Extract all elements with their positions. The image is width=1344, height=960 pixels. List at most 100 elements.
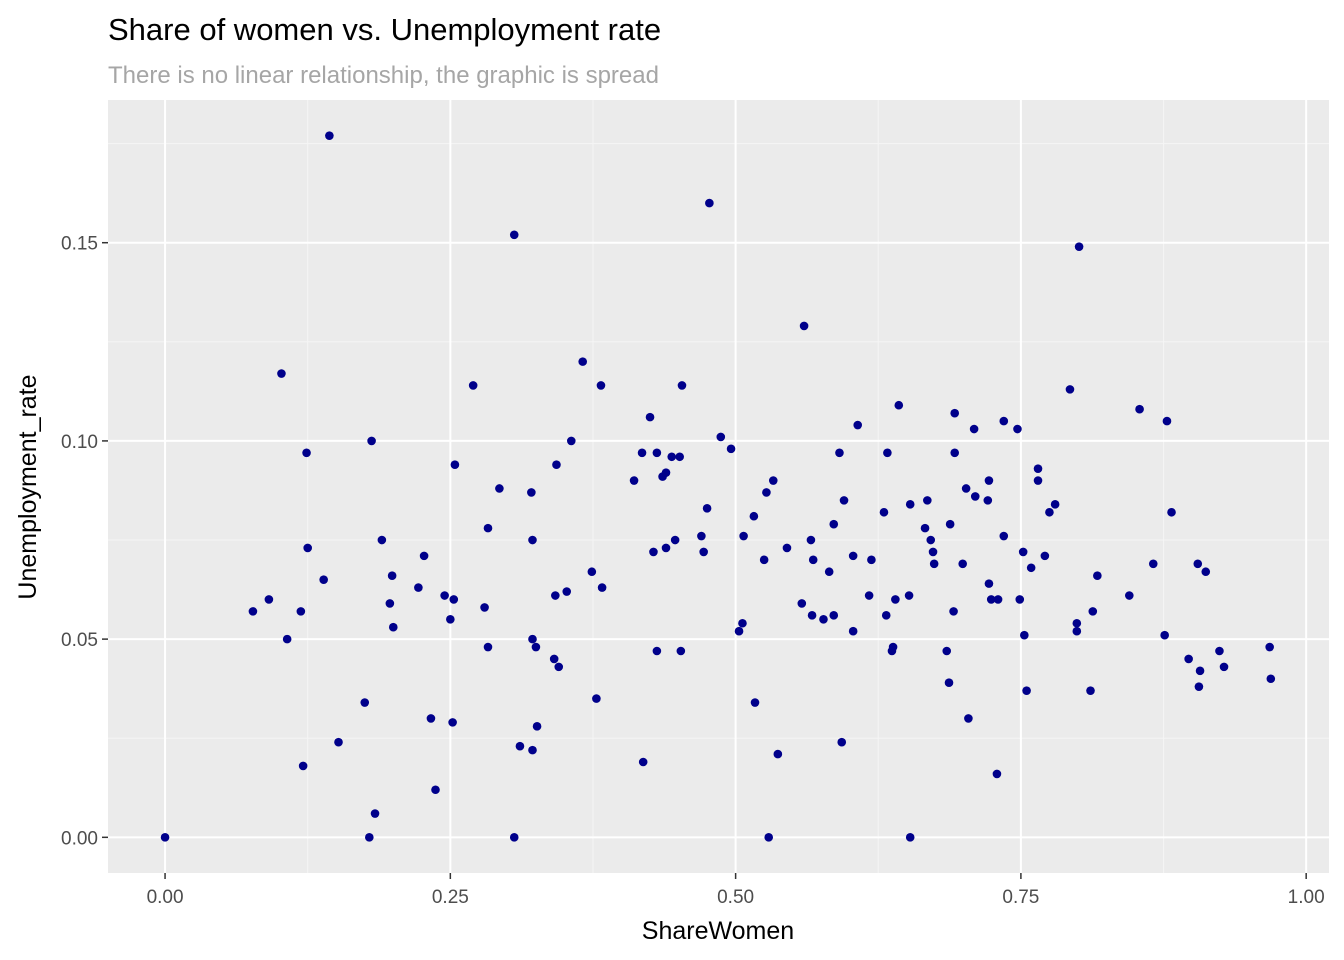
data-point <box>797 599 807 608</box>
data-point <box>509 230 519 240</box>
data-point <box>1013 424 1022 434</box>
data-point <box>819 614 828 624</box>
data-point <box>282 634 292 644</box>
data-point <box>551 591 560 600</box>
data-point <box>1026 563 1036 573</box>
data-point <box>883 448 892 458</box>
data-point <box>302 448 311 458</box>
data-point <box>264 595 274 604</box>
data-point <box>370 809 380 818</box>
data-point <box>762 488 771 497</box>
data-point <box>905 500 915 509</box>
data-point <box>419 551 429 561</box>
data-point <box>1065 385 1075 394</box>
data-point <box>431 785 440 795</box>
data-point <box>414 583 423 592</box>
data-point <box>699 547 708 557</box>
data-point <box>562 587 572 596</box>
data-point <box>806 535 816 545</box>
data-point <box>303 543 312 553</box>
data-point <box>984 579 994 588</box>
data-point <box>495 484 504 493</box>
data-point <box>1215 646 1224 656</box>
data-point <box>1193 559 1203 569</box>
data-point <box>1072 618 1082 628</box>
data-point <box>905 833 915 842</box>
data-point <box>578 357 588 366</box>
data-point <box>532 722 542 731</box>
data-point <box>867 555 876 565</box>
data-point <box>848 551 858 561</box>
grid-minor <box>108 100 1329 873</box>
data-point <box>388 622 398 632</box>
data-point <box>1033 476 1043 485</box>
data-point <box>894 400 904 410</box>
data-point <box>377 535 387 545</box>
data-point <box>1160 630 1169 640</box>
data-point <box>773 749 783 759</box>
data-point <box>1266 674 1276 684</box>
x-tick-label: 0.50 <box>717 887 754 908</box>
data-point <box>1125 591 1134 600</box>
data-point <box>705 198 714 208</box>
data-point <box>923 496 932 505</box>
data-point <box>1086 686 1095 695</box>
data-point <box>891 595 900 604</box>
data-point <box>1219 662 1229 672</box>
data-point <box>999 531 1009 541</box>
data-point <box>738 618 747 628</box>
data-point <box>296 607 306 616</box>
x-tick-label: 0.25 <box>432 887 469 908</box>
data-point <box>986 595 996 604</box>
data-point <box>675 452 685 462</box>
data-point <box>799 321 809 331</box>
data-point <box>638 757 648 767</box>
data-point <box>750 698 760 707</box>
data-point <box>277 369 286 378</box>
data-point <box>944 678 954 688</box>
data-point <box>992 769 1002 779</box>
data-point <box>1033 464 1043 473</box>
data-point <box>984 476 994 485</box>
data-point <box>993 595 1003 604</box>
data-point <box>440 591 449 600</box>
data-point <box>298 761 308 771</box>
data-point <box>958 559 967 569</box>
data-point <box>449 595 459 604</box>
data-point <box>1022 686 1031 695</box>
data-point <box>450 460 460 469</box>
data-point <box>652 448 662 458</box>
data-point <box>667 452 677 462</box>
data-point <box>807 611 817 620</box>
data-point <box>926 535 936 545</box>
data-point <box>928 547 938 557</box>
x-tick-label: 1.00 <box>1288 887 1325 908</box>
data-point <box>970 492 980 501</box>
data-point <box>848 626 858 636</box>
data-point <box>385 599 395 608</box>
data-point <box>528 634 537 644</box>
data-point <box>920 523 930 533</box>
data-point <box>527 488 536 497</box>
data-point <box>1088 607 1098 616</box>
chart-subtitle: There is no linear relationship, the gra… <box>108 62 659 89</box>
data-point <box>652 646 662 656</box>
data-point <box>387 571 397 580</box>
data-point <box>716 432 726 442</box>
data-point <box>629 476 639 485</box>
data-point <box>949 607 958 616</box>
data-point <box>702 504 712 513</box>
y-tick-label: 0.00 <box>61 828 98 849</box>
data-point <box>824 567 834 577</box>
data-point <box>864 591 874 600</box>
data-point <box>808 555 818 565</box>
data-point <box>983 496 993 505</box>
data-point <box>676 646 686 656</box>
plot-panel <box>108 100 1329 873</box>
data-point <box>999 416 1009 426</box>
data-point <box>587 567 597 577</box>
data-point <box>160 833 170 842</box>
data-point <box>528 745 537 755</box>
data-point <box>592 694 601 703</box>
